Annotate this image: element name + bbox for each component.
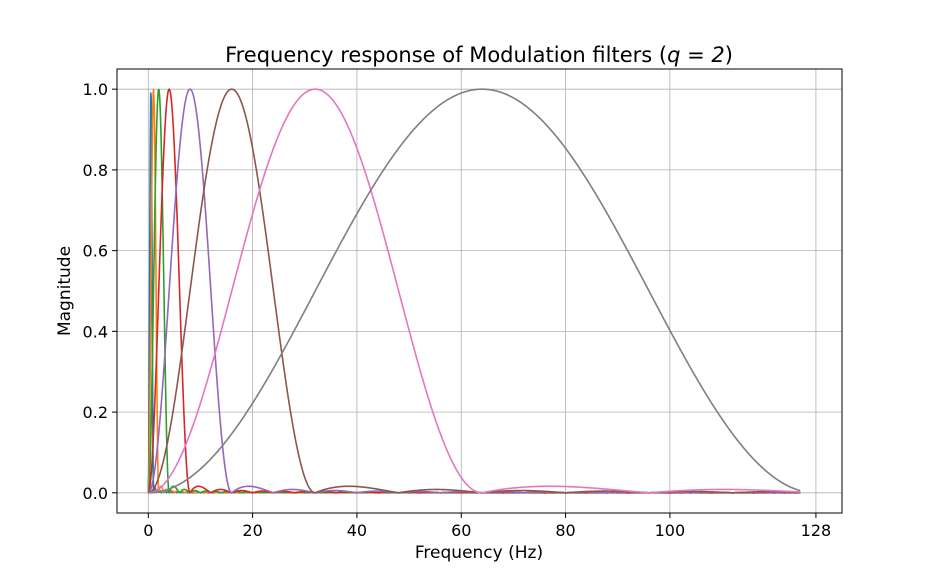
x-tick-label: 80	[555, 521, 575, 540]
series-line-filter-6	[147, 88, 801, 494]
y-tick-label: 1.0	[83, 80, 108, 99]
x-tick-label: 100	[655, 521, 686, 540]
grid	[117, 69, 842, 513]
series-group	[147, 88, 801, 494]
x-tick-label: 20	[242, 521, 262, 540]
ticks: 0 20 40 60 80 100 128 0.0 0.2 0.4 0.6 0.8 1.0	[83, 80, 832, 540]
y-tick-label: 0.2	[83, 403, 108, 422]
x-tick-label: 60	[451, 521, 471, 540]
y-tick-label: 0.6	[83, 242, 108, 261]
series-line-filter-7	[147, 88, 801, 494]
series-line-filter-5	[147, 88, 801, 494]
series-line-filter-1	[147, 92, 801, 494]
y-tick-label: 0.8	[83, 161, 108, 180]
title-math: q = 2	[667, 43, 725, 67]
title-text: Frequency response of Modulation filters…	[225, 43, 667, 67]
series-line-filter-8	[147, 88, 801, 494]
x-tick-label: 128	[801, 521, 832, 540]
series-line-filter-3	[147, 88, 801, 494]
plot-frame	[116, 68, 843, 514]
series-line-filter-4	[147, 88, 801, 494]
y-tick-label: 0.4	[83, 322, 108, 341]
y-axis-label: Magnitude	[55, 246, 75, 336]
y-tick-label: 0.0	[83, 484, 108, 503]
x-axis-label: Frequency (Hz)	[415, 543, 543, 563]
title-end: )	[725, 43, 733, 67]
x-tick-label: 40	[347, 521, 367, 540]
series-line-filter-2	[147, 88, 801, 494]
x-tick-label: 0	[143, 521, 153, 540]
chart-title: Frequency response of Modulation filters…	[225, 43, 733, 67]
